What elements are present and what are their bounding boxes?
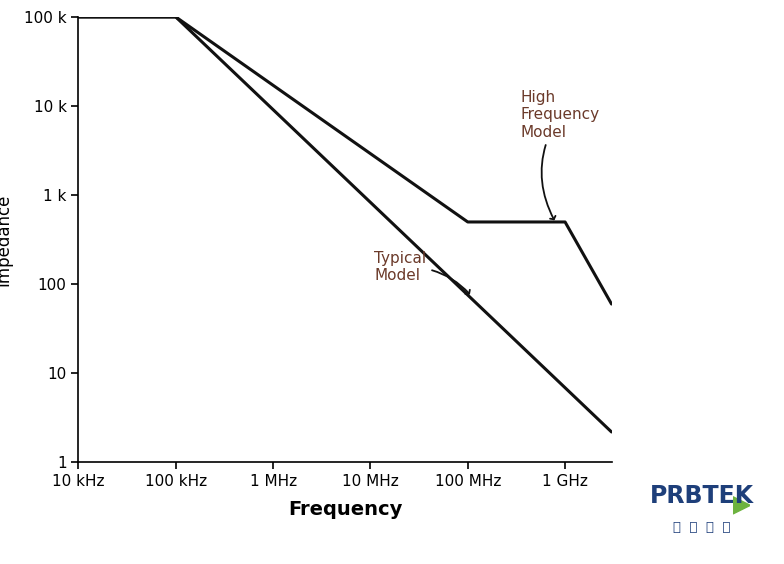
Y-axis label: Impedance: Impedance <box>0 193 13 286</box>
Text: High
Frequency
Model: High Frequency Model <box>521 90 600 219</box>
Polygon shape <box>733 497 750 514</box>
Text: 普  科  科  技: 普 科 科 技 <box>673 521 731 534</box>
X-axis label: Frequency: Frequency <box>288 500 402 519</box>
Text: Typical
Model: Typical Model <box>375 251 470 294</box>
Text: PRBTEK: PRBTEK <box>650 484 753 508</box>
